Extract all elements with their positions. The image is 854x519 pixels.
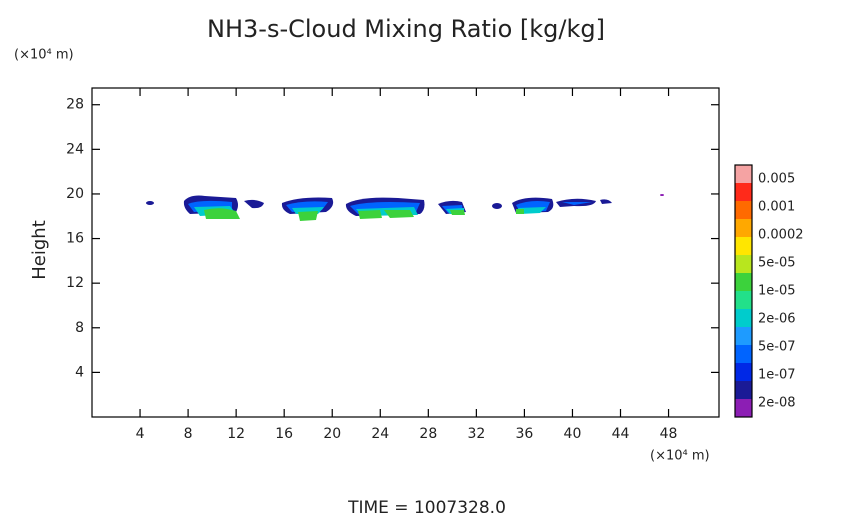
- colorbar-swatch: [735, 255, 752, 273]
- colorbar-label: 0.005: [758, 172, 795, 187]
- y-tick-label: 4: [75, 364, 84, 380]
- y-tick-label: 28: [66, 97, 84, 113]
- colorbar-swatch: [735, 219, 752, 237]
- colorbar-label: 2e-08: [758, 396, 796, 411]
- colorbar-swatch: [735, 327, 752, 345]
- colorbar-label: 1e-05: [758, 284, 796, 299]
- x-tick-label: 32: [467, 426, 485, 442]
- plot-frame: [91, 87, 720, 418]
- colorbar-label: 5e-07: [758, 340, 796, 355]
- colorbar-label: 2e-06: [758, 312, 796, 327]
- y-tick-label: 8: [75, 320, 84, 336]
- x-tick-label: 20: [323, 426, 341, 442]
- x-tick-label: 28: [419, 426, 437, 442]
- x-tick-label: 24: [371, 426, 389, 442]
- x-tick-label: 48: [660, 426, 678, 442]
- footer: TIME = 1007328.0: [347, 498, 506, 518]
- x-tick-label: 4: [136, 426, 145, 442]
- x-tick-label: 16: [275, 426, 293, 442]
- x-tick-label: 44: [612, 426, 630, 442]
- colorbar-swatch: [735, 237, 752, 255]
- colorbar-swatch: [735, 201, 752, 219]
- x-unit: (×10⁴ m): [650, 449, 710, 464]
- y-tick-label: 16: [66, 231, 84, 247]
- colorbar-swatch: [735, 273, 752, 291]
- y-tick-label: 12: [66, 275, 84, 291]
- colorbar-label: 0.0002: [758, 228, 804, 243]
- y-tick-label: 20: [66, 186, 84, 202]
- x-tick-label: 8: [184, 426, 193, 442]
- colorbar-swatch: [735, 309, 752, 327]
- colorbar-label: 1e-07: [758, 368, 796, 383]
- colorbar-swatch: [735, 165, 752, 183]
- x-tick-label: 40: [564, 426, 582, 442]
- x-tick-label: 36: [515, 426, 533, 442]
- y-unit: (×10⁴ m): [14, 48, 74, 63]
- colorbar-label: 5e-05: [758, 256, 796, 271]
- colorbar-swatch: [735, 381, 752, 399]
- chart-title: NH3-s-Cloud Mixing Ratio [kg/kg]: [207, 15, 605, 43]
- colorbar-swatch: [735, 399, 752, 417]
- colorbar-swatch: [735, 345, 752, 363]
- y-tick-label: 24: [66, 141, 84, 157]
- colorbar-label: 0.001: [758, 200, 795, 215]
- colorbar-swatch: [735, 363, 752, 381]
- colorbar-frame: [734, 164, 753, 418]
- colorbar-swatch: [735, 183, 752, 201]
- x-tick-label: 12: [227, 426, 245, 442]
- colorbar-swatch: [735, 291, 752, 309]
- cloud-field: [146, 194, 664, 221]
- y-axis-label: Height: [29, 220, 50, 280]
